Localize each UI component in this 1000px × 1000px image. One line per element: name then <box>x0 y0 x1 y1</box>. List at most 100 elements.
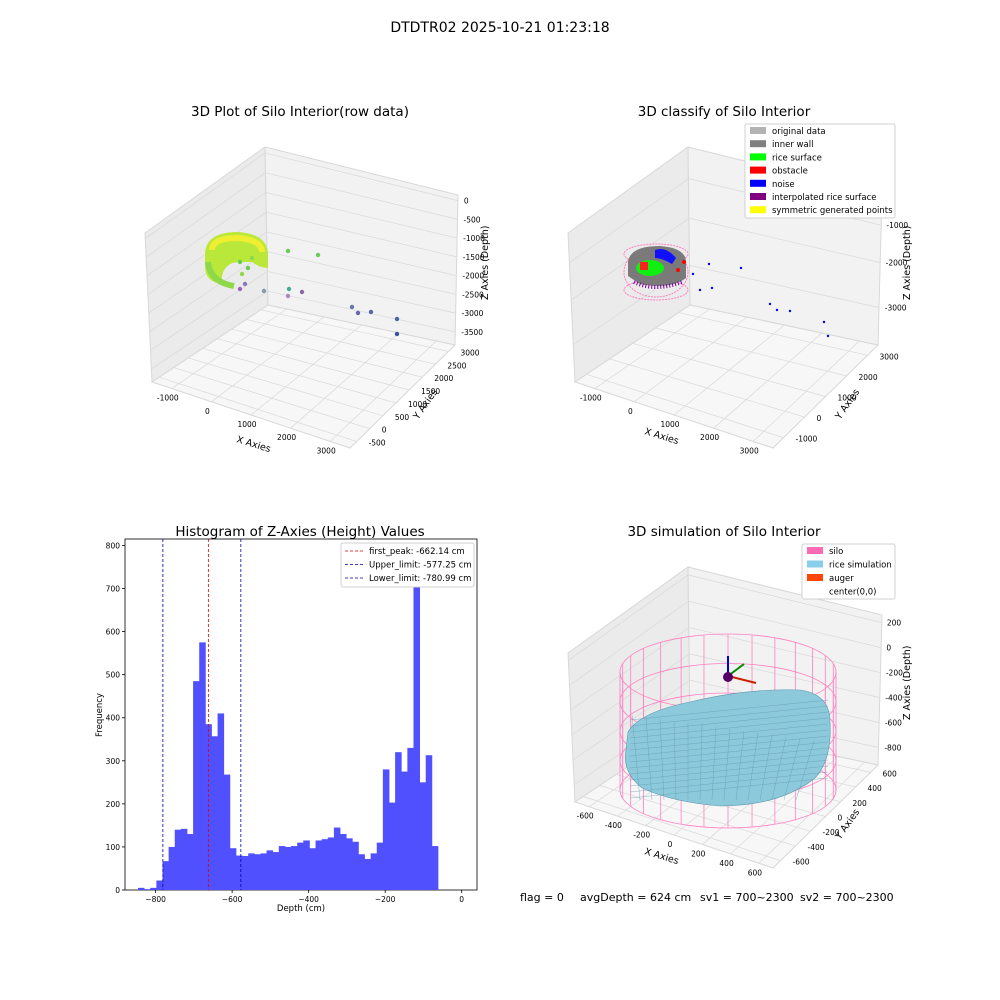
panel-simulation-3d: 3D simulation of Silo Interior -600 -400 -… <box>567 524 913 877</box>
legend-label: first_peak: -662.14 cm <box>369 547 465 557</box>
y-axis-label: Y Axies <box>833 807 862 842</box>
gridline <box>266 211 457 258</box>
x-tick-label: 1000 <box>660 420 679 429</box>
x-tick-label: 400 <box>719 859 734 868</box>
data-point <box>249 255 255 261</box>
y-tick-label: 600 <box>106 628 121 637</box>
legend: original data inner wall rice surface obsta… <box>744 123 896 219</box>
gridline <box>679 312 868 356</box>
gridline <box>267 290 456 333</box>
legend-label: Lower_limit: -780.99 cm <box>369 574 471 584</box>
histogram-bar <box>242 855 249 890</box>
gridline <box>290 332 400 429</box>
reference-lines <box>162 539 242 890</box>
gridline <box>266 231 457 276</box>
histogram-bar <box>352 841 359 890</box>
y-tick-label: 1500 <box>421 387 440 396</box>
z-tick-label: -500 <box>464 215 481 224</box>
noise-point <box>707 262 711 266</box>
data-point <box>286 286 292 292</box>
y-tick-label: 100 <box>106 843 121 852</box>
mesh-line <box>631 714 641 801</box>
mesh-line <box>747 732 759 801</box>
legend-label: silo <box>829 547 843 557</box>
histogram-bar <box>162 861 170 890</box>
histogram-bar <box>333 827 341 890</box>
mesh-line <box>783 738 801 801</box>
mesh-line <box>659 718 665 801</box>
legend: silo rice simulation auger center(0,0) <box>801 543 896 600</box>
histogram-bar <box>144 889 151 890</box>
z-tick-label: -600 <box>885 719 902 728</box>
histogram-bar <box>407 747 414 890</box>
legend-swatch <box>750 166 766 174</box>
histogram-bar <box>419 782 427 890</box>
noise-points <box>691 262 830 338</box>
panel-classify-3d: 3D classify of Silo Interior -1000 0 1000 2… <box>567 104 913 455</box>
x-tick-label: -200 <box>633 831 650 840</box>
gridline <box>569 600 689 686</box>
data-point <box>237 286 243 292</box>
histogram-bar <box>370 853 378 890</box>
histogram-bar <box>297 842 304 890</box>
x-tick-label: -1000 <box>157 394 179 403</box>
legend-swatch <box>750 153 766 161</box>
mesh-line <box>699 724 703 801</box>
panel-title: Histogram of Z-Axies (Height) Values <box>175 524 424 540</box>
histogram-bar <box>278 846 286 890</box>
y-tick-label: 200 <box>106 800 121 809</box>
histogram-bar <box>309 848 316 890</box>
legend-label: rice surface <box>772 153 822 163</box>
histogram-bar <box>168 846 176 890</box>
noise-point <box>768 302 772 306</box>
histogram-bar <box>425 755 433 890</box>
z-tick-label: 0 <box>886 644 891 653</box>
z-axis-label: Z Axies (Depth) <box>480 226 491 300</box>
mesh-line <box>629 711 829 733</box>
mesh-line <box>771 736 787 801</box>
y-tick-label: 0 <box>817 414 822 423</box>
ring-cloud <box>205 232 268 289</box>
noise-point <box>739 266 743 270</box>
mesh-line <box>711 726 717 801</box>
z-tick-label: -1000 <box>886 221 908 230</box>
histogram-bar <box>389 802 396 890</box>
histogram-bar <box>315 840 323 890</box>
gridline <box>632 343 826 397</box>
gridline <box>173 367 370 430</box>
gridline <box>656 327 847 377</box>
y-tick-label: 0 <box>838 814 843 823</box>
y-tick-label: -400 <box>808 843 825 852</box>
histogram-bar <box>382 769 390 890</box>
mesh-line <box>645 716 653 801</box>
x-tick-label: 2000 <box>700 433 719 442</box>
z-tick-label: 0 <box>464 197 469 206</box>
histogram-bar <box>260 853 267 890</box>
gridline <box>265 152 458 201</box>
y-tick-label: 500 <box>106 671 121 680</box>
legend-label: auger <box>829 574 854 584</box>
histogram-bar <box>217 713 225 890</box>
y-tick-label: 1000 <box>838 394 857 403</box>
z-tick-label: -800 <box>884 744 901 753</box>
y-tick-label: 500 <box>395 413 410 422</box>
mesh-line <box>735 730 745 801</box>
panel-histogram: Histogram of Z-Axies (Height) Values −80… <box>95 524 478 914</box>
histogram-bar <box>235 855 243 890</box>
histogram-bar <box>223 774 231 890</box>
gridline <box>202 347 397 404</box>
histogram-bar <box>211 736 218 890</box>
y-tick-label: 2000 <box>434 374 453 383</box>
data-point <box>242 281 248 287</box>
mesh-line <box>629 735 829 757</box>
histogram-bar <box>193 681 200 890</box>
histogram-bar <box>229 848 237 890</box>
data-point <box>349 304 355 310</box>
histogram-bar <box>431 846 439 890</box>
mesh-line <box>629 723 829 745</box>
gridline <box>211 316 325 403</box>
gridline <box>688 600 881 648</box>
histogram-bar <box>205 724 212 890</box>
x-tick-label: 0 <box>668 840 673 849</box>
